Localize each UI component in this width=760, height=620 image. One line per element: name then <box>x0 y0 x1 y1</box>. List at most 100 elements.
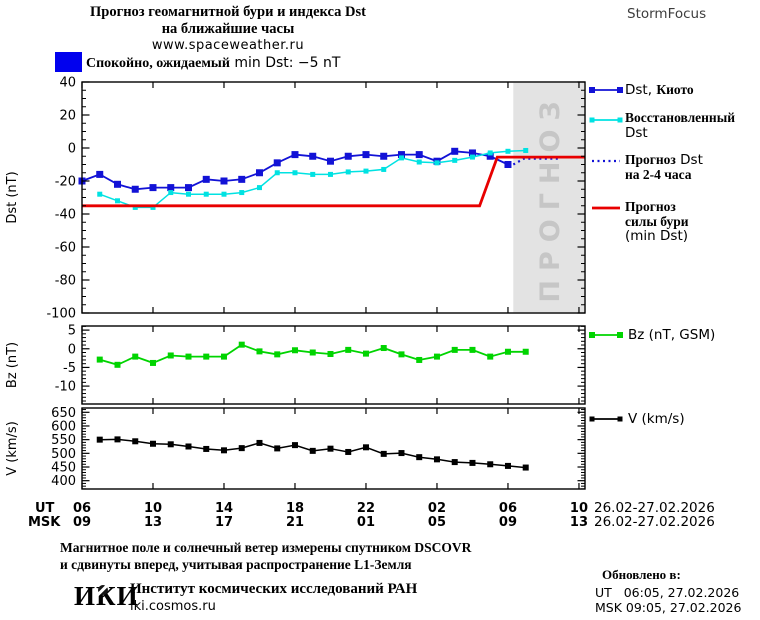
data-point-marker <box>167 441 174 448</box>
data-point-marker <box>487 150 493 156</box>
quiet-status-swatch <box>55 52 82 72</box>
forecast-watermark: ПРОГНОЗ <box>535 92 566 302</box>
data-point-marker <box>415 151 423 159</box>
panel-frame <box>81 407 586 490</box>
series-line <box>82 155 585 208</box>
data-point-marker <box>273 159 281 167</box>
footnote-line1: Магнитное поле и солнечный ветер измерен… <box>60 540 472 555</box>
msk-tick-label: 21 <box>286 515 304 530</box>
date-range-msk: 26.02-27.02.2026 <box>594 514 715 530</box>
y-tick-label: 40 <box>59 76 76 91</box>
data-point-marker <box>327 445 334 452</box>
data-point-marker <box>433 456 440 463</box>
data-point-marker <box>255 169 263 177</box>
data-point-marker <box>326 157 334 165</box>
data-point-marker <box>238 341 245 348</box>
data-point-marker <box>113 180 121 188</box>
time-axis-labels: UTMSK0609101314171821220102050609101326.… <box>28 500 715 530</box>
updated-time-msk: MSK 09:05, 27.02.2026 <box>595 600 742 615</box>
data-point-marker <box>96 170 104 178</box>
ut-tick-label: 18 <box>286 501 304 516</box>
y-tick-label: 0 <box>68 342 76 357</box>
msk-tick-label: 13 <box>570 515 588 530</box>
series-line <box>512 157 562 166</box>
data-point-marker <box>202 175 210 183</box>
page-title: Прогноз геомагнитной бури и индекса Dst <box>90 4 366 20</box>
footnote-line2: и сдвинуты вперед, учитывая распростране… <box>60 557 412 572</box>
y-tick-label: 650 <box>51 406 76 421</box>
data-point-marker <box>416 356 423 363</box>
legend-forecast-dst-line2: на 2-4 часа <box>625 166 692 182</box>
legend-forecast-dst-line1: Прогноз Dst <box>625 152 703 168</box>
data-point-marker <box>185 353 192 360</box>
msk-tick-label: 05 <box>428 515 446 530</box>
data-point-marker <box>96 436 103 443</box>
data-point-marker <box>416 454 423 461</box>
data-point-marker <box>149 440 156 447</box>
data-point-marker <box>380 450 387 457</box>
y-tick-label: 500 <box>51 447 76 462</box>
data-point-marker <box>97 191 103 197</box>
status-min-dst: min Dst: −5 nT <box>234 55 341 71</box>
panel-frame <box>81 325 586 405</box>
data-point-marker <box>185 443 192 450</box>
forecast-region <box>513 82 585 313</box>
y-tick-label: -10 <box>55 380 76 395</box>
ut-tick-label: 14 <box>215 501 233 516</box>
y-tick-label: -60 <box>55 241 76 256</box>
data-point-marker <box>292 170 298 176</box>
data-point-marker <box>131 185 139 193</box>
legend-bz: Bz (nT, GSM) <box>628 327 716 343</box>
data-point-marker <box>185 191 191 197</box>
y-tick-label: -5 <box>63 361 76 376</box>
msk-tick-label: 17 <box>215 515 233 530</box>
data-point-marker <box>150 204 156 210</box>
msk-tick-label: 01 <box>357 515 375 530</box>
data-point-marker <box>451 346 458 353</box>
data-point-marker <box>523 147 529 153</box>
data-point-marker <box>345 346 352 353</box>
data-point-marker <box>522 348 529 355</box>
y-axis-title: V (km/s) <box>5 421 20 476</box>
legend-forecast-dst-cyr: Прогноз <box>625 152 676 167</box>
data-point-marker <box>486 152 494 160</box>
data-point-marker <box>487 461 494 468</box>
brand-label: StormFocus <box>627 6 707 22</box>
data-point-marker <box>433 353 440 360</box>
data-point-marker <box>274 445 281 452</box>
panel-frame <box>81 81 586 314</box>
data-point-marker <box>434 160 440 166</box>
data-point-marker <box>256 439 263 446</box>
data-point-marker <box>504 348 511 355</box>
data-point-marker <box>398 155 404 161</box>
legend-sample <box>589 87 623 93</box>
data-point-marker <box>416 159 422 165</box>
y-tick-label: -100 <box>46 307 76 322</box>
date-range-ut: 26.02-27.02.2026 <box>594 500 715 516</box>
y-tick-label: 400 <box>51 474 76 489</box>
data-point-marker <box>522 464 529 471</box>
legend-storm-line1: Прогноз <box>625 199 676 214</box>
ut-tick-label: 10 <box>570 501 588 516</box>
ut-tick-label: 06 <box>499 501 517 516</box>
data-point-marker <box>469 154 475 160</box>
title-block: Прогноз геомагнитной бури и индекса Dst … <box>0 4 456 54</box>
msk-tick-label: 09 <box>73 515 91 530</box>
data-point-marker <box>345 169 351 175</box>
data-point-marker <box>381 166 387 172</box>
y-tick-label: 5 <box>68 324 76 339</box>
data-point-marker <box>309 447 316 454</box>
data-point-marker <box>504 161 512 168</box>
data-point-marker <box>184 184 192 192</box>
legend-restored-line1: Восстановленный <box>625 110 736 125</box>
data-point-marker <box>327 171 333 177</box>
data-point-marker <box>167 352 174 359</box>
dst-panel: ПРОГНОЗ 40 20 0 -20 -40 -60 -80 -100 Dst (nT) <box>5 76 586 322</box>
legend-forecast-dst-lat: Dst <box>680 152 703 168</box>
data-point-marker <box>114 436 121 443</box>
legend-dst-kyoto: Dst, Киото <box>625 82 694 98</box>
data-point-marker <box>362 151 370 159</box>
data-point-marker <box>505 148 511 154</box>
ut-tick-label: 06 <box>73 501 91 516</box>
data-point-marker <box>238 445 245 452</box>
